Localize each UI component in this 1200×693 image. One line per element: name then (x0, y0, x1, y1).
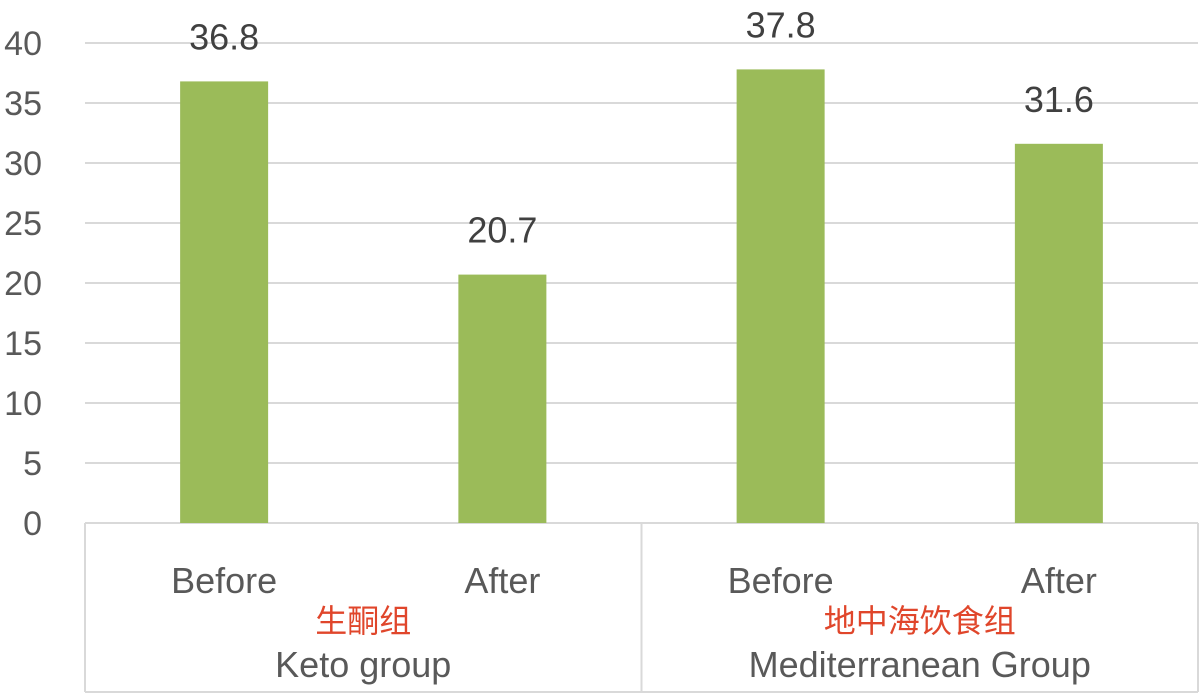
group-label-cn: 生酮组 (315, 602, 411, 640)
bar[interactable] (180, 81, 269, 524)
data-label: 37.8 (746, 4, 816, 45)
data-label: 20.7 (467, 210, 537, 251)
y-tick-label: 10 (4, 385, 42, 423)
bar[interactable] (1014, 143, 1103, 524)
category-label: After (464, 560, 540, 601)
y-tick-label: 35 (4, 85, 42, 123)
data-label: 36.8 (189, 16, 259, 57)
category-label: Before (171, 560, 277, 601)
y-tick-label: 5 (23, 445, 42, 483)
y-tick-label: 40 (4, 25, 42, 63)
y-tick-label: 25 (4, 205, 42, 243)
y-tick-label: 20 (4, 265, 42, 303)
category-label: After (1021, 560, 1097, 601)
y-tick-label: 30 (4, 145, 42, 183)
category-label: Before (728, 560, 834, 601)
bar[interactable] (458, 274, 547, 523)
bar[interactable] (736, 69, 825, 524)
group-label-cn: 地中海饮食组 (824, 602, 1016, 640)
y-tick-label: 0 (23, 505, 42, 543)
group-label-en: Mediterranean Group (749, 644, 1091, 685)
data-label: 31.6 (1024, 79, 1094, 120)
y-tick-label: 15 (4, 325, 42, 363)
group-label-en: Keto group (275, 644, 451, 685)
